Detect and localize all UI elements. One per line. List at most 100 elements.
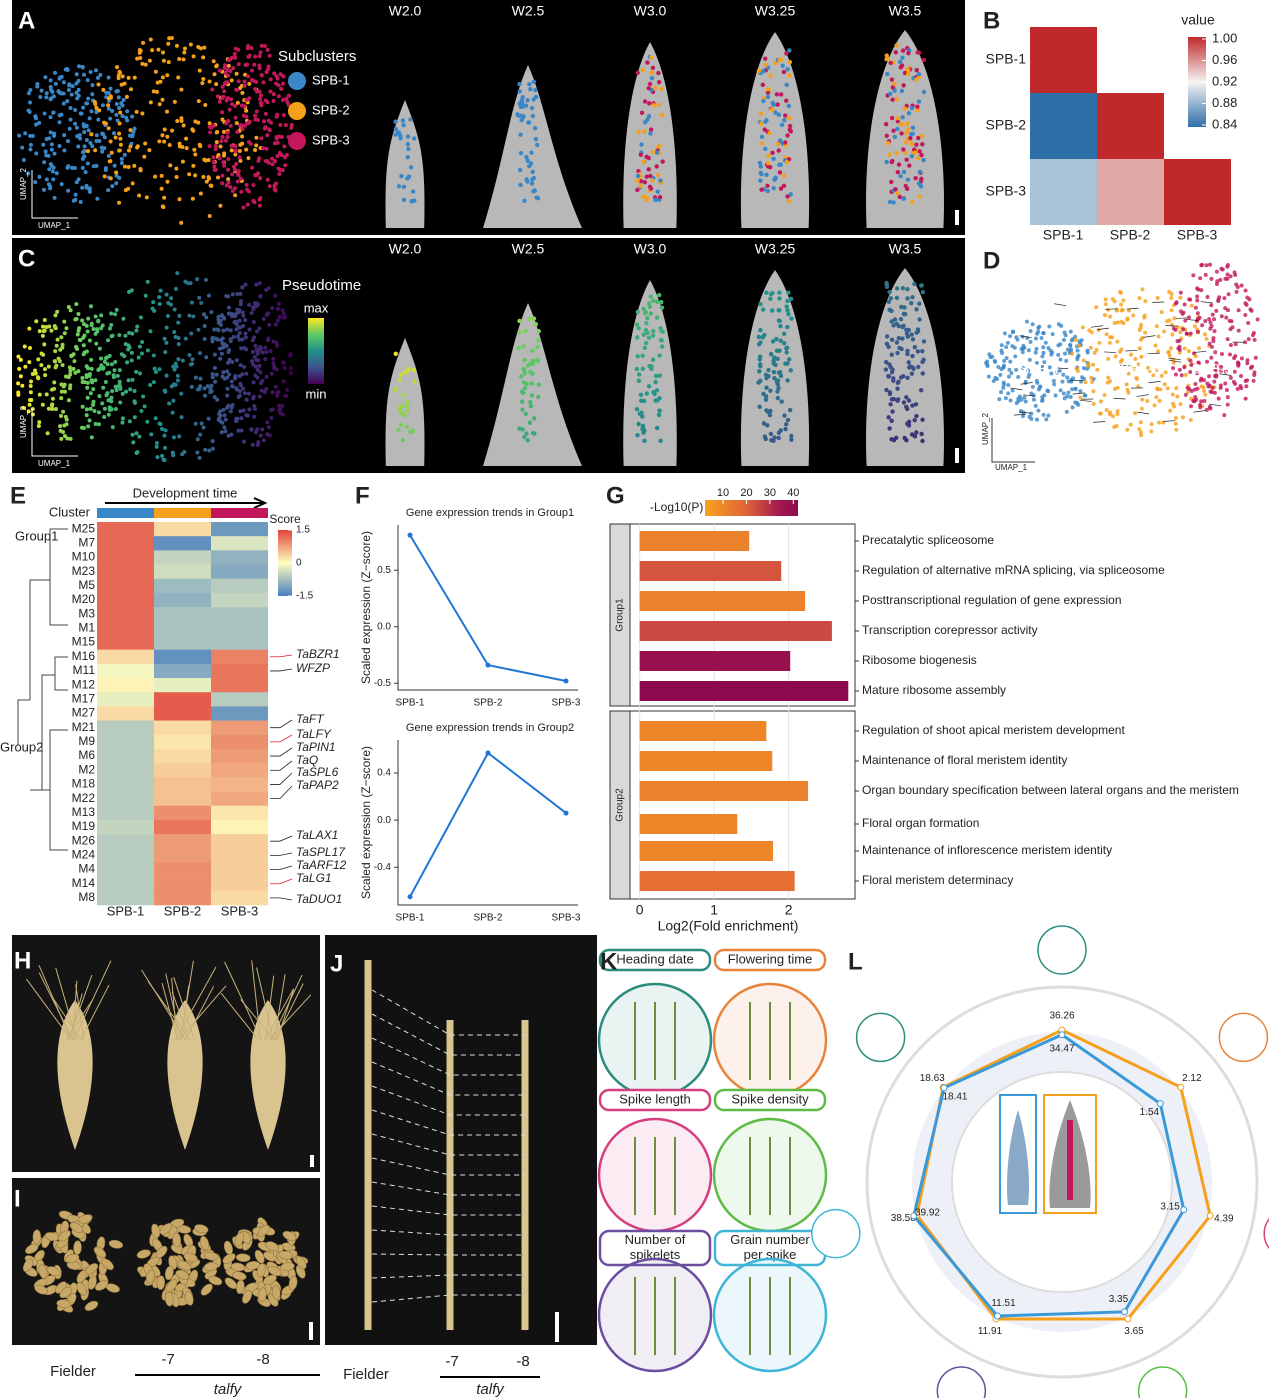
umap-dot — [62, 319, 67, 324]
umap-dot — [1014, 367, 1019, 372]
umap-dot — [1041, 331, 1046, 336]
umap-dot — [1243, 301, 1248, 306]
gene-pointer — [270, 785, 293, 800]
umap-dot — [270, 156, 275, 161]
umap-dot — [238, 85, 243, 90]
umap-dot — [106, 106, 111, 111]
umap-dot — [247, 119, 252, 124]
umap-dot — [217, 346, 222, 351]
grain — [65, 1253, 80, 1263]
spot — [651, 298, 656, 303]
umap-dot — [1115, 339, 1120, 344]
spot — [914, 77, 919, 82]
spot — [884, 282, 890, 288]
stage-label: W2.0 — [389, 3, 422, 19]
umap-dot — [53, 70, 58, 75]
umap-dot — [265, 133, 270, 138]
spot — [761, 391, 766, 397]
umap-dot — [1034, 360, 1039, 365]
heat-cell — [211, 791, 268, 807]
spot — [771, 185, 776, 191]
axis-label: UMAP_2 — [19, 167, 28, 200]
umap-dot — [233, 193, 238, 198]
umap-dot — [281, 74, 286, 79]
spot — [901, 196, 906, 202]
umap-dot — [171, 364, 176, 369]
colorbar-tick-label: 0.96 — [1212, 52, 1237, 67]
umap-dot — [1156, 334, 1161, 339]
umap-dot — [223, 417, 228, 422]
umap-dot — [173, 382, 178, 387]
umap-dot — [263, 345, 268, 350]
spot — [524, 431, 529, 436]
awn — [224, 961, 262, 1041]
umap-dot — [108, 159, 113, 164]
umap-dot — [1178, 330, 1183, 335]
heat-cell — [97, 876, 154, 892]
umap-dot — [170, 450, 175, 455]
row-label: M23 — [72, 564, 96, 578]
spot — [900, 55, 905, 60]
umap-dot — [234, 121, 239, 126]
umap-dot — [53, 81, 58, 86]
umap-dot — [1001, 365, 1006, 370]
umap-dot — [101, 365, 106, 370]
umap-dot — [1115, 412, 1120, 417]
spot — [410, 189, 416, 194]
umap-dot — [205, 384, 210, 389]
spot — [905, 296, 910, 301]
umap-dot — [271, 92, 276, 97]
umap-dot — [66, 188, 71, 193]
spot — [782, 118, 787, 123]
spot — [400, 438, 406, 443]
umap-dot — [240, 127, 245, 132]
umap-dot — [212, 395, 217, 400]
umap-dot — [215, 175, 220, 180]
bar — [639, 651, 791, 671]
spot — [898, 65, 904, 70]
grain — [271, 1285, 281, 1300]
umap-dot — [1034, 346, 1039, 351]
umap-dot — [1193, 381, 1198, 386]
umap-dot — [1040, 395, 1045, 400]
umap-dot — [225, 386, 230, 391]
umap-dot — [77, 326, 82, 331]
spot — [635, 173, 641, 179]
spot — [899, 131, 904, 136]
spot — [905, 375, 910, 381]
colorbar-min: min — [306, 386, 327, 401]
spot — [649, 55, 654, 60]
heat-cell — [154, 890, 211, 906]
umap-dot — [109, 311, 114, 316]
awn — [173, 977, 196, 1041]
row-label: M5 — [78, 578, 95, 592]
umap-dot — [193, 421, 198, 426]
umap-dot — [89, 132, 94, 137]
spot — [899, 88, 905, 94]
spot — [405, 408, 411, 413]
umap-dot — [243, 72, 248, 77]
spot — [894, 295, 900, 300]
umap-dot — [235, 171, 240, 176]
spot — [784, 346, 789, 351]
umap-dot — [1030, 384, 1035, 389]
umap-dot — [1179, 373, 1184, 378]
umap-dot — [102, 174, 107, 179]
umap-dot — [118, 142, 123, 147]
spot — [778, 373, 784, 379]
umap-dot — [62, 148, 67, 153]
umap-dot — [110, 184, 115, 189]
umap-dot — [991, 379, 996, 384]
value-label: 11.51 — [991, 1298, 1016, 1309]
umap-dot — [264, 349, 269, 354]
umap-dot — [149, 432, 154, 437]
umap-dot — [202, 386, 207, 391]
spot — [400, 118, 406, 123]
spot — [906, 127, 911, 132]
spot — [765, 188, 770, 194]
umap-dot — [1239, 283, 1244, 288]
spot — [517, 318, 522, 324]
umap-dot — [82, 144, 87, 149]
spot — [789, 433, 794, 439]
umap-dot — [189, 300, 194, 305]
